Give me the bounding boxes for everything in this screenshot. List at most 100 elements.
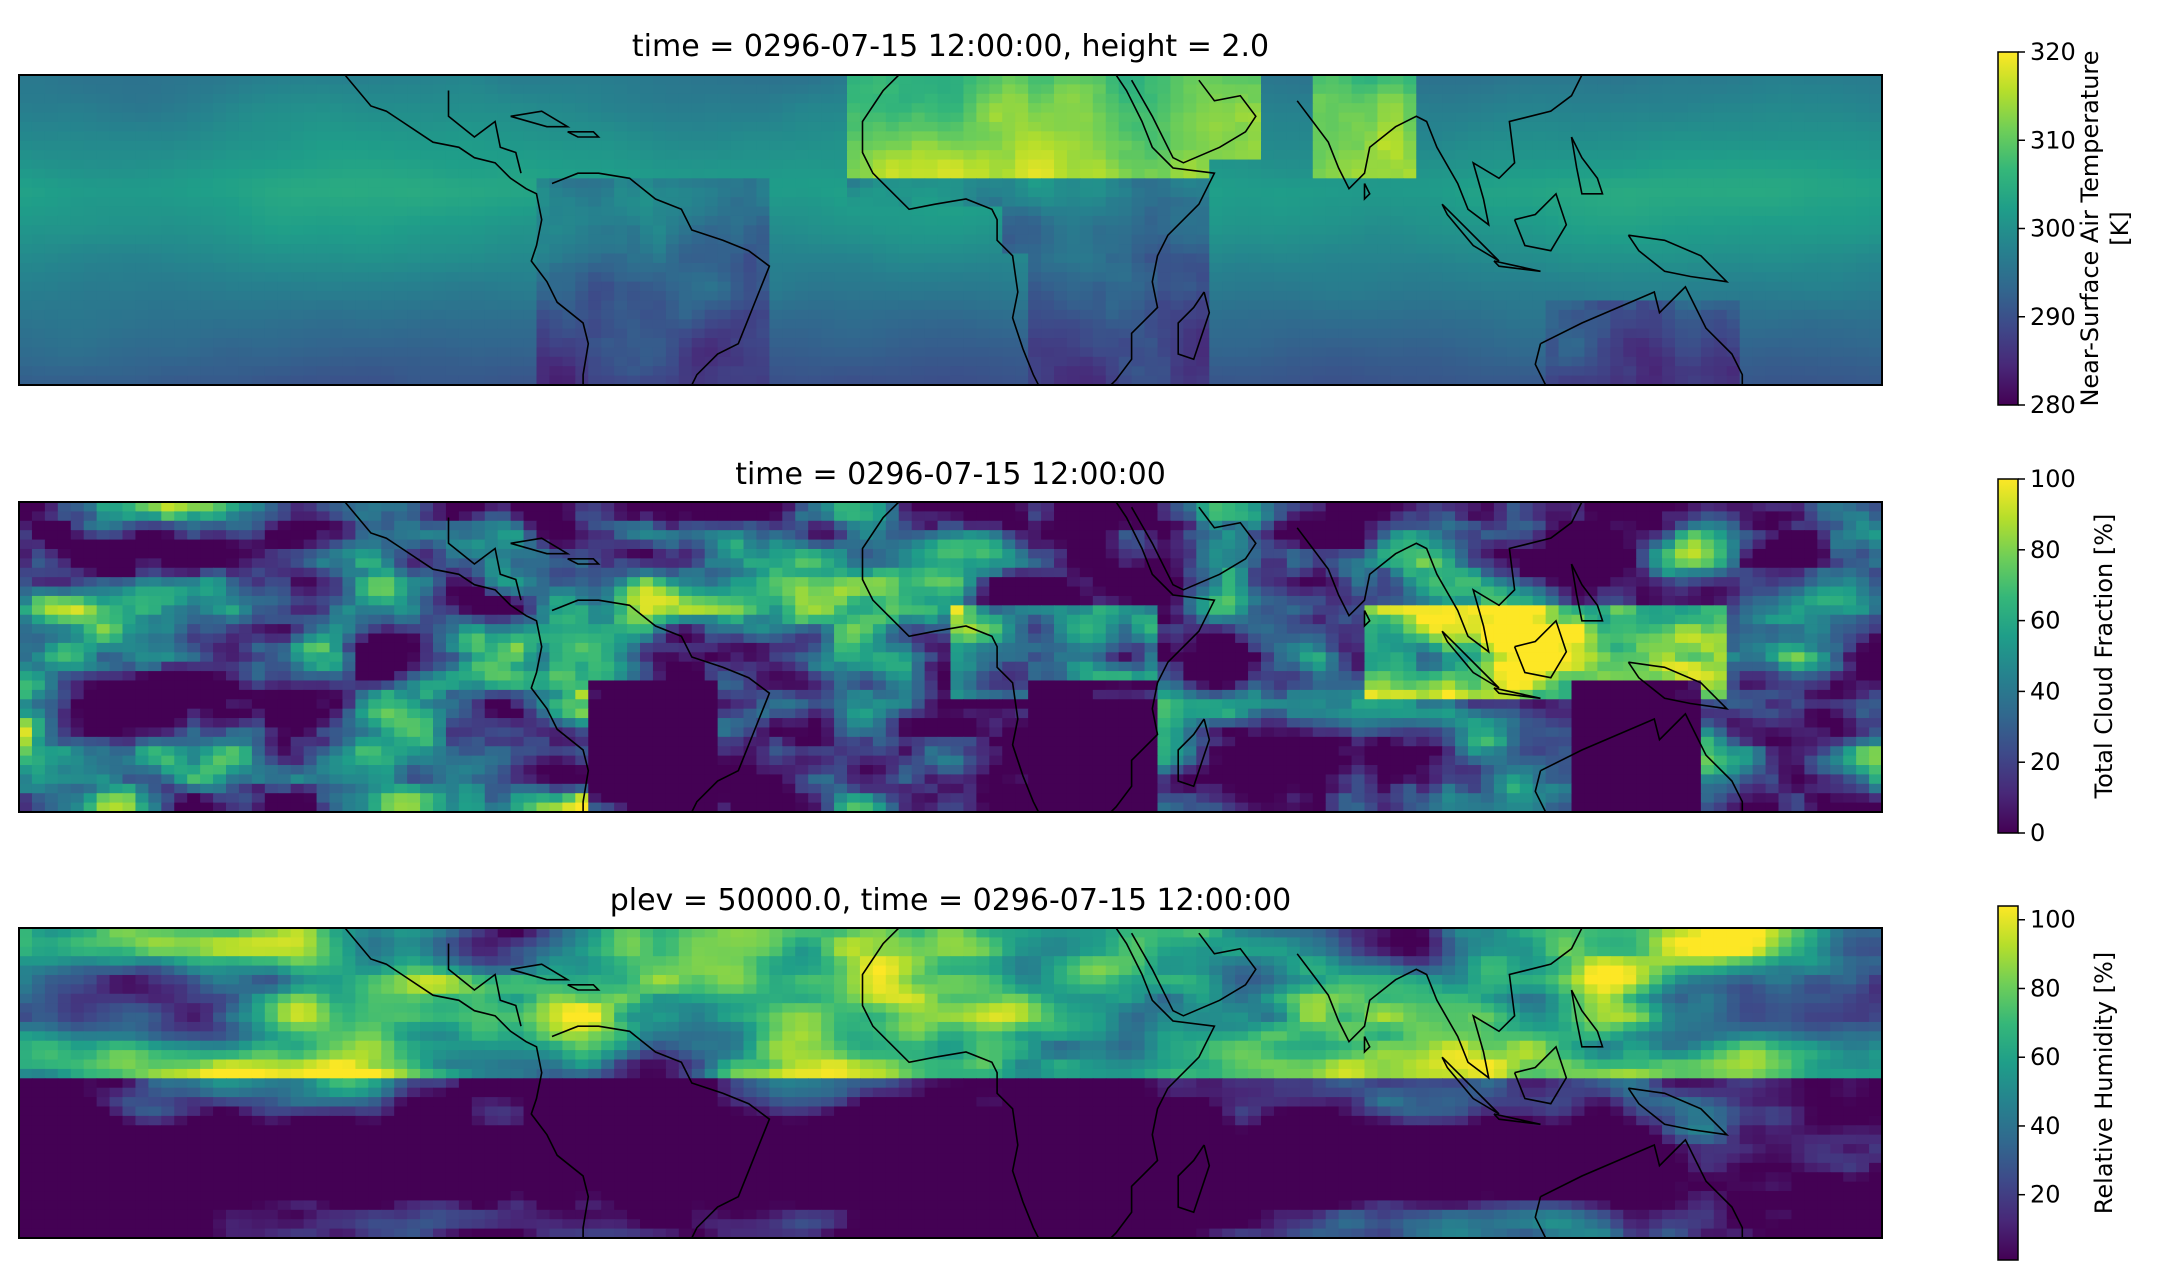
heatmap-cell <box>1157 103 1172 114</box>
colorbar-tick-label: 300 <box>2030 215 2076 243</box>
heatmap-cell <box>1170 328 1184 339</box>
heatmap-cell <box>1493 84 1508 95</box>
heatmap-cell <box>484 356 499 367</box>
heatmap-cell <box>937 309 952 320</box>
heatmap-cell <box>251 300 266 311</box>
heatmap-cell <box>1131 300 1146 311</box>
coast-arabia <box>1130 79 1257 164</box>
heatmap-cell <box>1261 300 1275 311</box>
heatmap-cell <box>57 366 72 377</box>
heatmap-cell <box>704 121 719 132</box>
heatmap-cell <box>1351 159 1366 170</box>
heatmap-cell <box>1752 93 1767 104</box>
heatmap-cell <box>187 234 201 245</box>
heatmap-cell <box>368 253 382 264</box>
heatmap-cell <box>652 375 667 385</box>
heatmap-cell <box>122 338 137 349</box>
heatmap-cell <box>277 309 292 320</box>
heatmap-cell <box>950 215 965 226</box>
heatmap-cell <box>562 206 576 217</box>
heatmap-cell <box>510 262 525 273</box>
heatmap-cell <box>1261 93 1275 104</box>
heatmap-cell <box>1261 356 1275 367</box>
heatmap-cell <box>782 328 796 339</box>
heatmap-cell <box>627 206 641 217</box>
heatmap-cell <box>717 75 732 85</box>
heatmap-cell <box>1286 300 1301 311</box>
heatmap-cell <box>187 262 201 273</box>
heatmap-cell <box>1054 328 1068 339</box>
heatmap-cell <box>368 187 382 198</box>
heatmap-cell <box>1390 75 1404 85</box>
heatmap-cell <box>458 75 473 85</box>
heatmap-cell <box>1649 281 1663 292</box>
heatmap-cell <box>640 244 654 255</box>
heatmap-cell <box>1442 178 1456 189</box>
heatmap-cell <box>1545 319 1560 330</box>
heatmap-cell <box>1157 121 1172 132</box>
heatmap-cell <box>808 502 822 512</box>
heatmap-cell <box>1222 121 1236 132</box>
heatmap-cell <box>795 75 809 85</box>
heatmap-cell <box>898 244 913 255</box>
heatmap-cell <box>1273 93 1288 104</box>
heatmap-cell <box>575 93 589 104</box>
heatmap-cell <box>342 300 356 311</box>
heatmap-cell <box>1028 140 1042 151</box>
heatmap-cell <box>678 291 693 302</box>
heatmap-cell <box>174 84 188 95</box>
heatmap-cell <box>1700 178 1715 189</box>
heatmap-cell <box>342 225 356 236</box>
heatmap-cell <box>1687 328 1702 339</box>
heatmap-cell <box>226 244 240 255</box>
heatmap-cell <box>1791 328 1805 339</box>
heatmap-cell <box>200 197 214 208</box>
heatmap-cell <box>976 103 990 114</box>
heatmap-cell <box>1325 187 1340 198</box>
heatmap-cell <box>1429 103 1443 114</box>
heatmap-cell <box>1002 93 1016 104</box>
heatmap-cell <box>187 300 201 311</box>
heatmap-cell <box>251 272 266 283</box>
heatmap-cell <box>264 319 279 330</box>
heatmap-cell <box>251 366 266 377</box>
heatmap-cell <box>368 262 382 273</box>
heatmap-cell <box>1726 262 1741 273</box>
heatmap-cell <box>808 150 822 161</box>
heatmap-cell <box>329 168 344 179</box>
heatmap-cell <box>226 140 240 151</box>
heatmap-cell <box>885 309 900 320</box>
heatmap-cell <box>1157 347 1172 358</box>
heatmap-cell <box>96 300 111 311</box>
heatmap-cell <box>1118 168 1133 179</box>
heatmap-cell <box>497 502 512 512</box>
heatmap-cell <box>950 197 965 208</box>
heatmap-cell <box>1752 244 1767 255</box>
heatmap-cell <box>1092 140 1107 151</box>
heatmap-cell <box>70 234 85 245</box>
heatmap-cell <box>1675 375 1689 385</box>
heatmap-cell <box>1131 338 1146 349</box>
heatmap-cell <box>652 347 667 358</box>
heatmap-cell <box>83 347 98 358</box>
heatmap-cell <box>1157 178 1172 189</box>
heatmap-cell <box>859 112 874 123</box>
heatmap-cell <box>1623 131 1637 142</box>
heatmap-cell <box>1299 338 1314 349</box>
heatmap-cell <box>57 300 72 311</box>
heatmap-cell <box>678 140 693 151</box>
heatmap-cell <box>31 103 46 114</box>
heatmap-cell <box>1390 178 1404 189</box>
heatmap-cell <box>588 103 602 114</box>
heatmap-cell <box>1791 206 1805 217</box>
heatmap-cell <box>1739 272 1754 283</box>
heatmap-cell <box>1726 309 1741 320</box>
heatmap-cell <box>31 121 46 132</box>
heatmap-cell <box>433 234 447 245</box>
heatmap-cell <box>640 375 654 385</box>
heatmap-cell <box>31 309 46 320</box>
heatmap-cell <box>277 112 292 123</box>
heatmap-cell <box>821 121 835 132</box>
heatmap-cell <box>1312 75 1327 85</box>
heatmap-cell <box>122 225 137 236</box>
